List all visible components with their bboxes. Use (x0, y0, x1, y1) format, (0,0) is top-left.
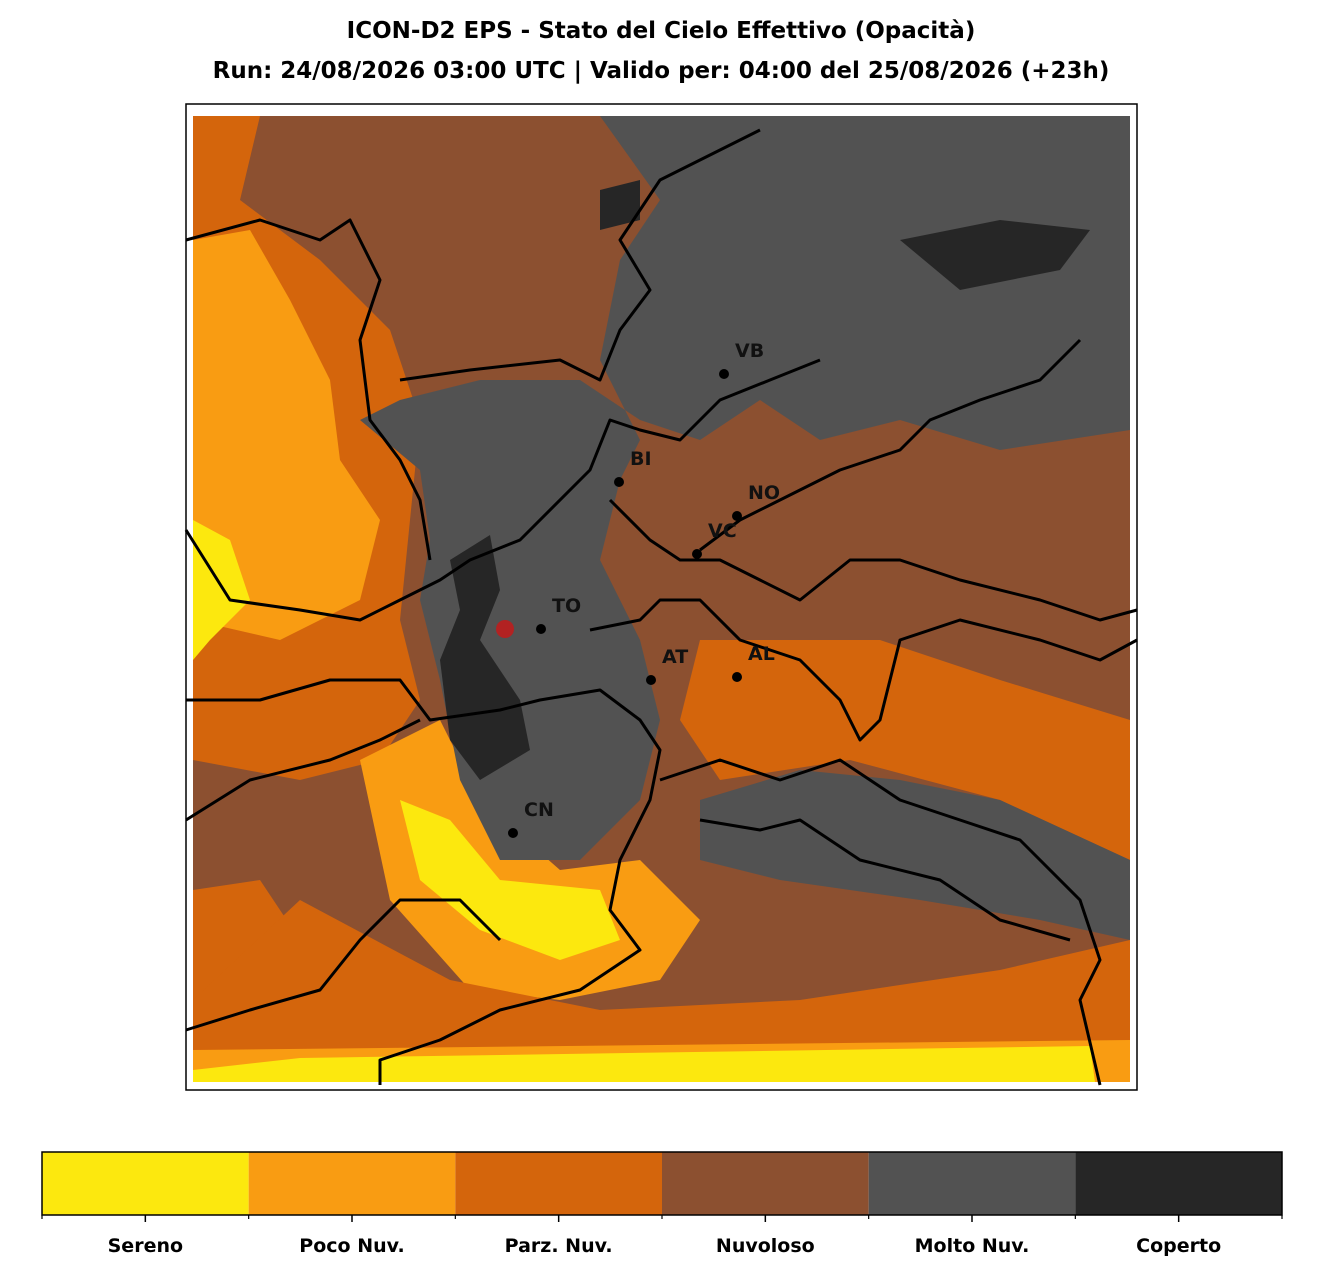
city-label: BI (630, 448, 652, 470)
city-label: NO (748, 482, 780, 504)
subtitle: Run: 24/08/2026 03:00 UTC | Valido per: … (213, 58, 1110, 84)
city-dot (719, 369, 729, 379)
city-dot (692, 549, 702, 559)
city-dot (536, 624, 546, 634)
map (184, 103, 1138, 1091)
city-dot (732, 511, 742, 521)
title: ICON-D2 EPS - Stato del Cielo Effettivo … (347, 18, 976, 44)
city-label: AT (662, 646, 688, 668)
city-label: CN (524, 799, 554, 821)
legend-label: Molto Nuv. (915, 1235, 1030, 1257)
legend-label: Coperto (1136, 1235, 1221, 1257)
legend-frame (41, 1151, 1283, 1216)
legend-label: Poco Nuv. (299, 1235, 404, 1257)
cities: VB BI NO VC TO AT AL CN (508, 340, 780, 838)
city-dot (508, 828, 518, 838)
legend-swatch (662, 1152, 869, 1215)
legend-label: Nuvoloso (716, 1235, 815, 1257)
legend-label: Sereno (108, 1235, 183, 1257)
city-label: TO (552, 595, 581, 617)
legend-label: Parz. Nuv. (505, 1235, 613, 1257)
location-marker (496, 620, 514, 638)
legend-swatch (1075, 1152, 1282, 1215)
legend-swatch (455, 1152, 662, 1215)
city-dot (646, 675, 656, 685)
city-dot (732, 672, 742, 682)
legend-swatch (868, 1152, 1076, 1215)
city-label: AL (748, 643, 775, 665)
city-label: VC (708, 520, 737, 542)
city-label: VB (735, 340, 764, 362)
legend-swatch (248, 1152, 456, 1215)
legend: Sereno Poco Nuv. Parz. Nuv. Nuvoloso Molto N… (41, 1151, 1283, 1257)
legend-swatch (42, 1152, 249, 1215)
city-dot (614, 477, 624, 487)
